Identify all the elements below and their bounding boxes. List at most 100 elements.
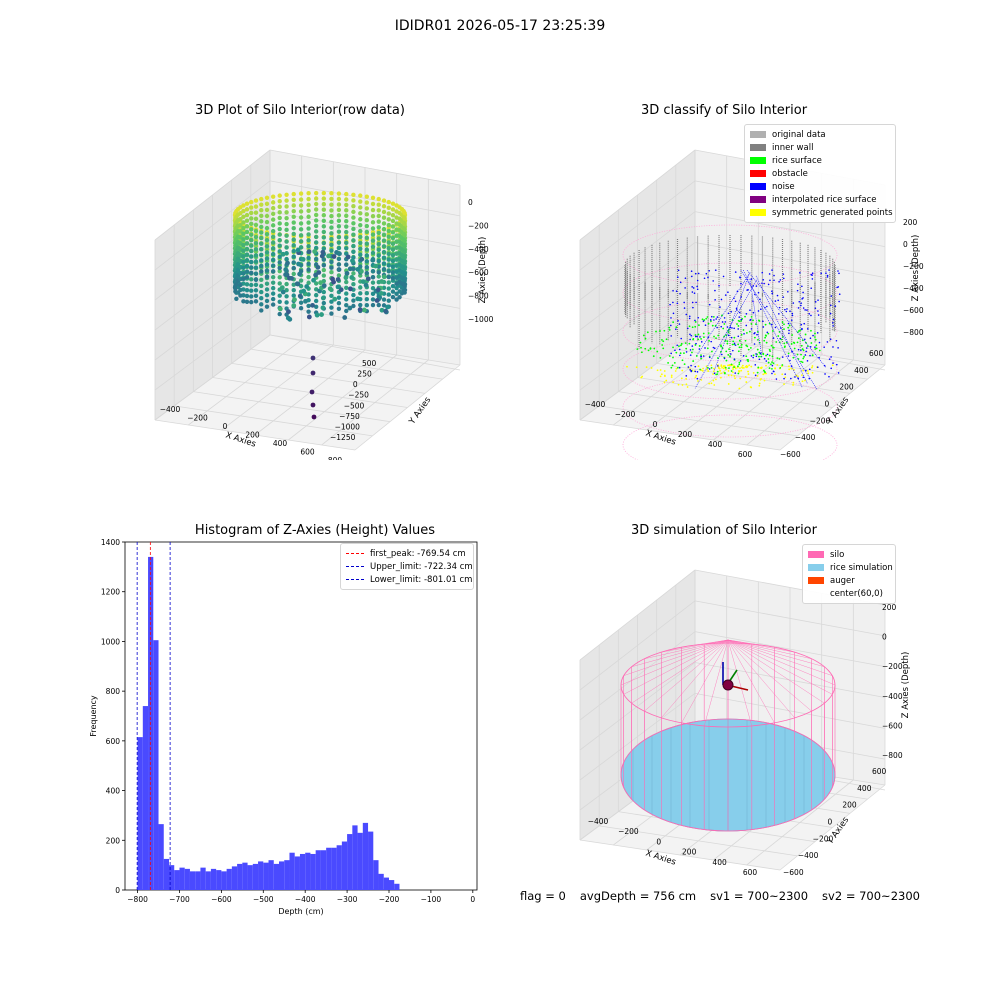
raw-point bbox=[329, 236, 334, 242]
symmetric-point bbox=[811, 371, 814, 374]
symmetric-point bbox=[745, 381, 748, 383]
raw-point bbox=[386, 240, 391, 245]
rice-surface-point bbox=[745, 344, 748, 347]
noise-point bbox=[817, 314, 820, 316]
raw-point bbox=[338, 287, 344, 293]
noise-point bbox=[836, 286, 838, 289]
rice-surface-point bbox=[655, 330, 657, 333]
grid-line bbox=[779, 364, 886, 451]
legend-swatch bbox=[808, 551, 824, 558]
rice-surface-point bbox=[750, 323, 753, 325]
raw-point bbox=[291, 293, 296, 298]
histogram-bar bbox=[242, 862, 248, 890]
noise-point bbox=[771, 269, 773, 271]
raw-point bbox=[315, 264, 321, 270]
silo-roof-line bbox=[727, 639, 833, 676]
rice-surface-point bbox=[740, 343, 743, 346]
raw-point bbox=[306, 274, 311, 280]
raw-point bbox=[390, 294, 396, 300]
raw-point bbox=[364, 270, 370, 276]
raw-point bbox=[402, 221, 407, 227]
silo-roof-line bbox=[631, 639, 729, 667]
raw-point bbox=[376, 247, 381, 253]
rice-surface-point bbox=[769, 350, 772, 353]
raw-point bbox=[284, 204, 289, 209]
symmetric-point bbox=[670, 374, 673, 377]
noise-point bbox=[811, 274, 813, 276]
noise-point bbox=[743, 332, 745, 335]
symmetric-point bbox=[660, 373, 663, 376]
rice-surface-point bbox=[737, 350, 740, 353]
z-tick-label: 0 bbox=[468, 198, 473, 207]
legend-line bbox=[346, 579, 364, 580]
rice-surface-point bbox=[770, 363, 772, 366]
raw-point bbox=[331, 279, 336, 285]
legend-label: auger bbox=[830, 575, 855, 586]
noise-point bbox=[689, 354, 692, 356]
noise-point bbox=[778, 281, 780, 283]
raw-point bbox=[386, 269, 391, 274]
raw-point bbox=[259, 196, 264, 202]
noise-point bbox=[784, 308, 786, 311]
raw-point bbox=[270, 280, 276, 285]
z-tick-label: −200 bbox=[468, 221, 489, 230]
raw-point bbox=[311, 277, 316, 283]
noise-point bbox=[694, 365, 697, 368]
rice-surface-point bbox=[653, 347, 656, 350]
raw-point bbox=[364, 229, 370, 235]
raw-point bbox=[344, 224, 349, 229]
y-tick-label: 0 bbox=[115, 886, 120, 895]
raw-point bbox=[291, 208, 296, 214]
raw-point bbox=[296, 261, 301, 267]
raw-point bbox=[376, 253, 381, 258]
legend-swatch bbox=[750, 144, 766, 151]
rice-surface-point bbox=[818, 349, 821, 352]
symmetric-point bbox=[739, 377, 742, 380]
raw-point bbox=[313, 223, 319, 229]
y-tick-label: −500 bbox=[344, 401, 365, 410]
symmetric-point bbox=[641, 375, 644, 378]
raw-point bbox=[313, 229, 319, 234]
rice-surface-point bbox=[722, 327, 725, 330]
rice-surface-point bbox=[688, 325, 691, 328]
y-tick-label: −600 bbox=[783, 868, 804, 877]
rice-surface-point bbox=[702, 332, 705, 335]
rice-surface-point bbox=[752, 319, 754, 322]
rice-surface-point bbox=[667, 362, 669, 364]
raw-point bbox=[313, 234, 319, 240]
raw-point bbox=[351, 232, 356, 237]
legend-swatch bbox=[750, 170, 766, 177]
histogram-bar bbox=[310, 853, 316, 890]
rice-surface-point bbox=[717, 334, 720, 337]
raw-point bbox=[336, 295, 342, 300]
legend-label: symmetric generated points bbox=[772, 207, 893, 218]
noise-point bbox=[714, 299, 716, 301]
noise-point bbox=[803, 322, 806, 325]
rice-surface-point bbox=[768, 354, 771, 357]
raw-point bbox=[298, 191, 304, 196]
rice-surface-point bbox=[765, 341, 768, 344]
histogram-bar bbox=[362, 822, 369, 890]
raw-point bbox=[244, 263, 250, 269]
noise-point bbox=[691, 291, 694, 293]
noise-point bbox=[762, 320, 764, 323]
symmetric-point bbox=[788, 365, 790, 368]
symmetric-point bbox=[727, 364, 729, 367]
raw-point bbox=[381, 261, 387, 266]
noise-point bbox=[733, 358, 736, 360]
rice-surface-point bbox=[783, 323, 785, 326]
symmetric-point bbox=[802, 369, 805, 372]
raw-point bbox=[306, 261, 311, 267]
noise-point bbox=[767, 283, 770, 286]
noise-point bbox=[717, 365, 719, 367]
histogram-legend: first_peak: -769.54 cm Upper_limit: -722.… bbox=[340, 543, 474, 590]
raw-point bbox=[321, 229, 327, 235]
histogram-bar bbox=[357, 832, 363, 890]
silo-roof-line bbox=[620, 639, 729, 686]
raw-point bbox=[364, 297, 370, 302]
raw-point bbox=[264, 287, 270, 292]
raw-point bbox=[390, 235, 396, 241]
raw-point bbox=[331, 254, 337, 259]
noise-point bbox=[690, 270, 693, 272]
legend-label: obstacle bbox=[772, 168, 808, 179]
